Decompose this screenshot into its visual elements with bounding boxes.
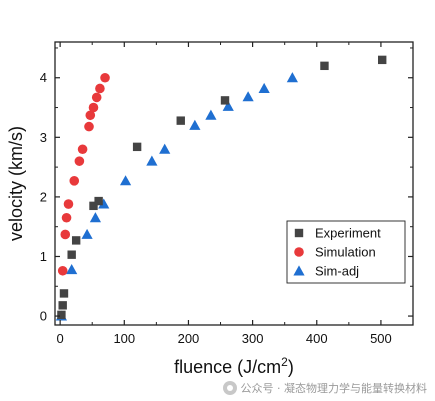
- data-point: [98, 198, 110, 209]
- y-tick-label: 2: [40, 189, 47, 204]
- legend-label: Simulation: [315, 245, 376, 260]
- legend-label: Experiment: [315, 226, 381, 241]
- data-point: [81, 228, 93, 239]
- data-point: [378, 55, 387, 65]
- wechat-icon: [222, 381, 237, 395]
- data-point: [220, 96, 230, 105]
- data-point: [94, 196, 103, 206]
- data-point: [146, 155, 158, 166]
- legend: Experiment Simulation Sim-adj: [286, 220, 406, 284]
- legend-marker: [293, 265, 305, 276]
- data-point: [57, 310, 66, 320]
- watermark: 公众号 · 凝态物理力学与能量转换材料: [222, 380, 428, 396]
- series-simulation: [57, 72, 110, 276]
- data-point: [91, 92, 102, 103]
- data-point: [60, 229, 71, 240]
- data-point: [89, 201, 98, 211]
- data-point: [84, 121, 94, 132]
- data-point: [222, 100, 234, 111]
- plot-area: [54, 41, 414, 326]
- data-point: [57, 265, 68, 276]
- y-axis-title: velocity (km/s): [6, 126, 26, 241]
- legend-marker: [294, 247, 304, 257]
- axes: 0 100 200 300 400 500 0 1 2 3 4 fluence (J/cm2) velo…: [6, 42, 413, 377]
- data-point: [63, 199, 74, 209]
- data-point: [59, 289, 69, 298]
- y-tick-label: 3: [40, 130, 47, 145]
- data-point: [71, 236, 81, 245]
- data-point: [320, 61, 329, 71]
- data-point: [88, 102, 99, 113]
- x-tick-label: 100: [113, 331, 135, 346]
- watermark-text: 公众号 · 凝态物理力学与能量转换材料: [240, 382, 428, 395]
- data-point: [258, 82, 270, 93]
- x-axis-title: fluence (J/cm2): [174, 355, 294, 377]
- plot-frame: [54, 41, 414, 326]
- data-point: [242, 91, 254, 102]
- x-tick-label: 0: [57, 331, 64, 346]
- data-point: [100, 72, 110, 83]
- data-point: [176, 116, 185, 125]
- data-point: [58, 301, 67, 310]
- data-point: [95, 83, 105, 94]
- data-point: [205, 109, 217, 120]
- x-tick-label: 500: [370, 331, 392, 346]
- data-point: [286, 72, 298, 83]
- y-tick-label: 4: [40, 70, 47, 85]
- data-marks: [55, 55, 387, 321]
- data-point: [66, 263, 78, 275]
- data-point: [132, 142, 142, 152]
- x-tick-label: 300: [242, 331, 264, 346]
- data-point: [77, 144, 88, 155]
- data-point: [74, 156, 85, 166]
- data-point: [61, 212, 72, 223]
- y-tick-label: 0: [40, 309, 47, 324]
- data-point: [67, 250, 76, 259]
- data-point: [85, 110, 96, 121]
- x-tick-label: 400: [306, 331, 328, 346]
- data-point: [119, 175, 132, 186]
- x-tick-label: 200: [178, 331, 200, 346]
- legend-box: [286, 220, 406, 284]
- legend-marker: [294, 228, 304, 238]
- series-experiment: [57, 55, 387, 320]
- series-sim-adj: [55, 72, 298, 321]
- y-tick-label: 1: [40, 249, 47, 264]
- data-point: [189, 119, 201, 130]
- legend-label: Sim-adj: [315, 264, 359, 279]
- data-point: [159, 143, 171, 154]
- data-point: [89, 212, 102, 223]
- data-point: [69, 176, 80, 186]
